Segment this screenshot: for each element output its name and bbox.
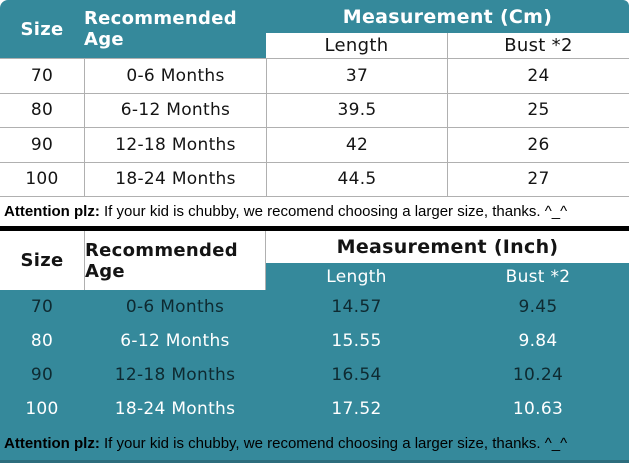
- cm-attention-note: Attention plz: If your kid is chubby, we…: [0, 196, 629, 226]
- inch-header-size: Size: [0, 231, 84, 290]
- inch-cell-size: 90: [0, 358, 84, 392]
- cm-cell-bust: 26: [447, 127, 629, 162]
- inch-cell-size: 70: [0, 290, 84, 324]
- inch-cell-age: 0-6 Months: [84, 290, 266, 324]
- cm-cell-length: 44.5: [266, 161, 447, 196]
- cm-header-size: Size: [0, 0, 84, 58]
- cm-cell-bust: 25: [447, 92, 629, 127]
- cm-cell-length: 42: [266, 127, 447, 162]
- cm-cell-bust: 27: [447, 161, 629, 196]
- inch-cell-length: 15.55: [266, 324, 447, 358]
- cm-attention-note-label: Attention plz:: [4, 203, 100, 220]
- inch-attention-note-text: If your kid is chubby, we recomend choos…: [99, 434, 568, 452]
- inch-cell-bust: 10.63: [447, 392, 629, 426]
- inch-cell-bust: 10.24: [447, 358, 629, 392]
- inch-header-bust: Bust *2: [447, 263, 629, 290]
- cm-header-measurement: Measurement (Cm): [266, 0, 629, 33]
- inch-cell-length: 16.54: [266, 358, 447, 392]
- inch-cell-bust: 9.45: [447, 290, 629, 324]
- cm-cell-size: 90: [0, 127, 84, 162]
- cm-cell-length: 37: [266, 58, 447, 93]
- cm-header-recommended-age: Recommended Age: [84, 0, 266, 58]
- inch-cell-size: 100: [0, 392, 84, 426]
- inch-attention-note-label: Attention plz:: [4, 434, 100, 452]
- size-chart-inch-table: Size Recommended Age Measurement (Inch) …: [0, 231, 629, 463]
- inch-cell-bust: 9.84: [447, 324, 629, 358]
- inch-cell-size: 80: [0, 324, 84, 358]
- inch-attention-note: Attention plz: If your kid is chubby, we…: [0, 426, 629, 463]
- cm-cell-age: 18-24 Months: [84, 161, 266, 196]
- cm-header-length: Length: [266, 33, 447, 58]
- inch-cell-length: 17.52: [266, 392, 447, 426]
- table-divider-bar: [0, 226, 629, 231]
- inch-cell-age: 6-12 Months: [84, 324, 266, 358]
- cm-attention-note-text: If your kid is chubby, we recomend choos…: [99, 203, 568, 220]
- cm-header-bust: Bust *2: [447, 33, 629, 58]
- inch-header-recommended-age: Recommended Age: [84, 231, 266, 290]
- inch-cell-age: 18-24 Months: [84, 392, 266, 426]
- inch-cell-length: 14.57: [266, 290, 447, 324]
- cm-cell-age: 6-12 Months: [84, 92, 266, 127]
- cm-cell-size: 80: [0, 92, 84, 127]
- inch-header-measurement: Measurement (Inch): [266, 231, 629, 263]
- cm-cell-length: 39.5: [266, 92, 447, 127]
- cm-cell-size: 100: [0, 161, 84, 196]
- size-chart-cm-table: Size Recommended Age Measurement (Cm) Le…: [0, 0, 629, 226]
- inch-cell-age: 12-18 Months: [84, 358, 266, 392]
- cm-cell-age: 12-18 Months: [84, 127, 266, 162]
- cm-cell-size: 70: [0, 58, 84, 93]
- cm-cell-age: 0-6 Months: [84, 58, 266, 93]
- cm-cell-bust: 24: [447, 58, 629, 93]
- inch-header-length: Length: [266, 263, 447, 290]
